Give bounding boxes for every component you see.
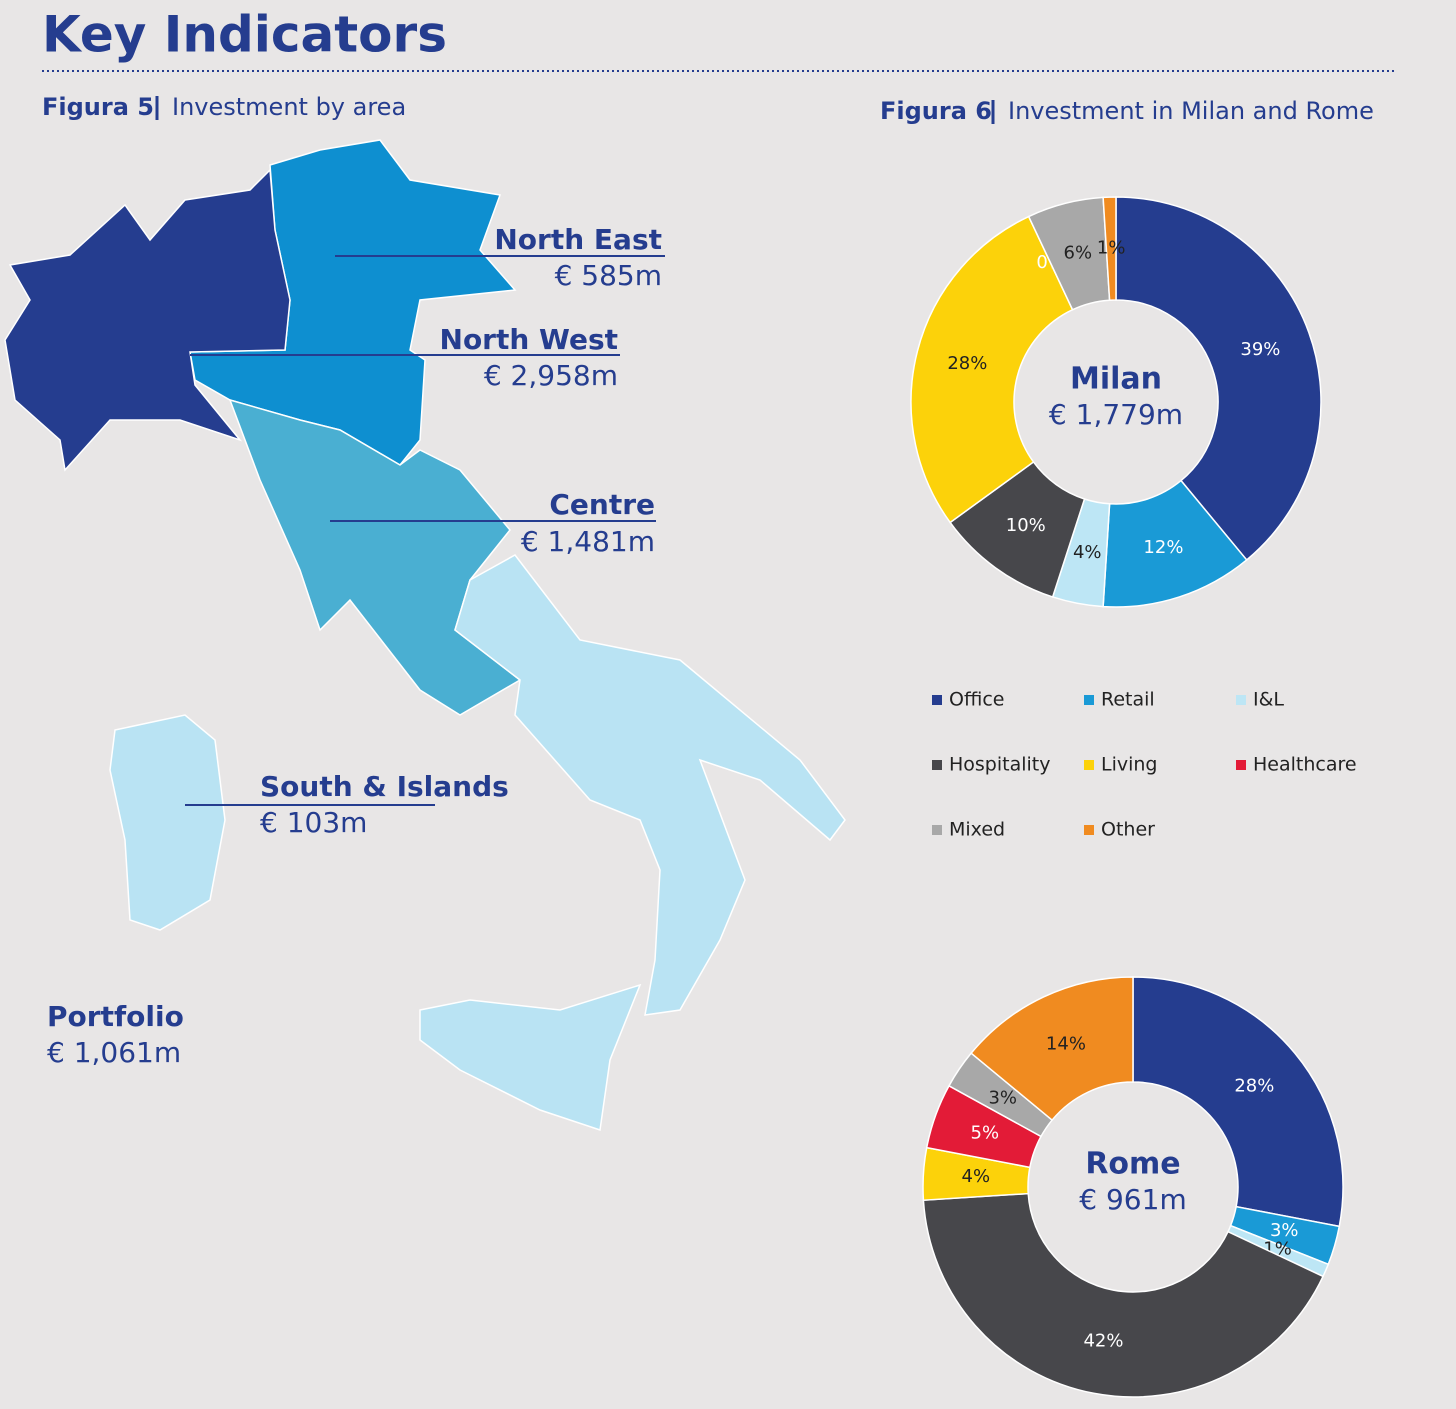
legend-label: Hospitality xyxy=(949,754,1051,776)
area-name: Centre xyxy=(549,488,655,521)
legend-swatch xyxy=(932,760,942,770)
data-label: 14% xyxy=(1046,1033,1086,1054)
portfolio-name: Portfolio xyxy=(47,1000,184,1033)
legend-label: Other xyxy=(1101,819,1155,841)
legend-swatch xyxy=(1084,825,1094,835)
data-label: 28% xyxy=(947,353,987,374)
region-sicily xyxy=(419,983,642,1131)
data-label: 12% xyxy=(1143,537,1183,558)
legend-label: Living xyxy=(1101,754,1158,776)
figure-caption: Investment in Milan and Rome xyxy=(1008,97,1374,125)
area-name: South & Islands xyxy=(260,770,509,803)
data-label: 3% xyxy=(1270,1220,1299,1241)
donut-segment xyxy=(1115,196,1322,562)
legend-label: I&L xyxy=(1253,689,1284,711)
legend-swatch xyxy=(1084,695,1094,705)
donut-subtitle: € 1,779m xyxy=(1049,398,1183,431)
italy-map xyxy=(4,139,846,1131)
data-label: 5% xyxy=(971,1123,1000,1144)
legend-swatch xyxy=(1084,760,1094,770)
data-label: 4% xyxy=(962,1166,991,1187)
region-south xyxy=(454,554,846,1016)
donut-subtitle: € 961m xyxy=(1079,1183,1186,1216)
region-sardinia xyxy=(109,714,226,931)
area-value: € 2,958m xyxy=(484,359,618,392)
data-label: 28% xyxy=(1234,1076,1274,1097)
area-value: € 103m xyxy=(260,806,367,839)
legend-swatch xyxy=(1236,695,1246,705)
legend-label: Office xyxy=(949,689,1004,711)
figure-label: Figura 5 xyxy=(42,93,154,121)
portfolio-value: € 1,061m xyxy=(47,1036,181,1069)
donut-segment xyxy=(970,976,1134,1122)
donut-title: Milan xyxy=(1070,362,1162,397)
legend-label: Retail xyxy=(1101,689,1155,711)
donut-segment xyxy=(1132,976,1344,1228)
data-label: 6% xyxy=(1064,242,1093,263)
region-north-west xyxy=(4,168,291,472)
data-label: 4% xyxy=(1073,542,1102,563)
donut-title: Rome xyxy=(1085,1147,1180,1182)
data-label: 39% xyxy=(1240,339,1280,360)
area-name: North East xyxy=(494,223,662,256)
data-label: 42% xyxy=(1083,1331,1123,1352)
legend-label: Mixed xyxy=(949,819,1005,841)
donut-segment xyxy=(1102,196,1117,301)
data-label: 1% xyxy=(1097,238,1126,259)
area-name: North West xyxy=(440,323,618,356)
area-value: € 585m xyxy=(555,259,662,292)
legend-label: Healthcare xyxy=(1253,754,1357,776)
figure-label: Figura 6 xyxy=(880,97,992,125)
page-title: Key Indicators xyxy=(42,6,447,64)
donut-segment xyxy=(910,215,1074,524)
legend-swatch xyxy=(932,825,942,835)
figure-caption: Investment by area xyxy=(172,93,406,121)
data-label: 3% xyxy=(988,1087,1017,1108)
legend-swatch xyxy=(1236,760,1246,770)
area-value: € 1,481m xyxy=(521,525,655,558)
legend-swatch xyxy=(932,695,942,705)
data-label: 10% xyxy=(1006,515,1046,536)
donut-segment xyxy=(922,1192,1325,1398)
